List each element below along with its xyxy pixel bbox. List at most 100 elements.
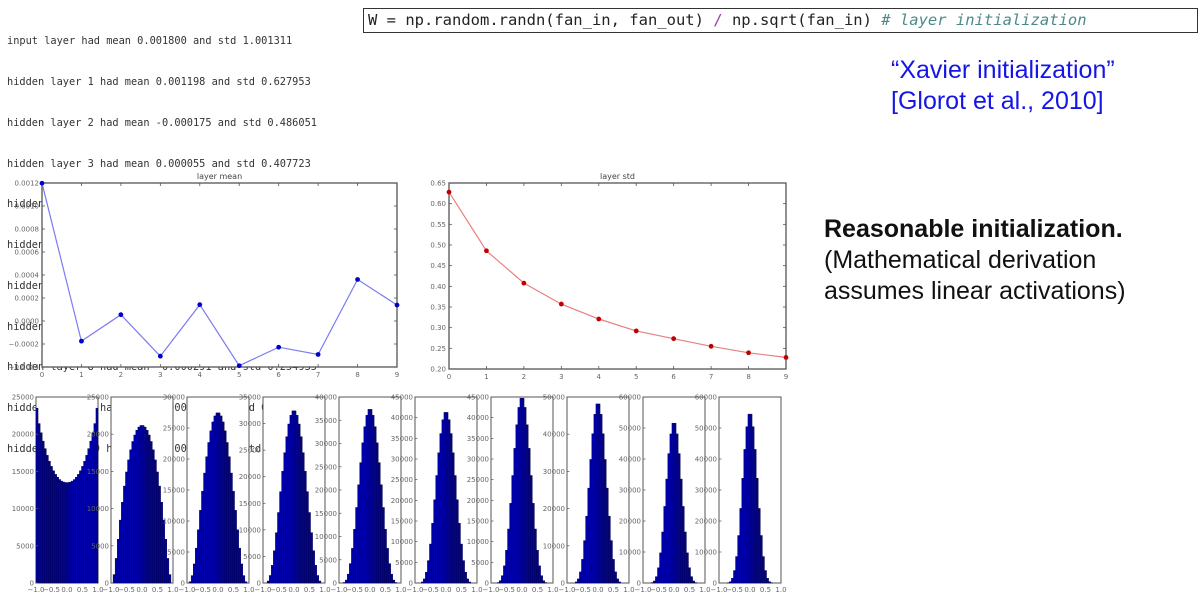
hist-bar [522,398,524,583]
y-tick-label: 15000 [163,487,185,495]
x-tick-label: 0.5 [380,586,391,594]
hist-bar [366,415,368,583]
hist-bar [113,575,115,583]
hist-bar [579,572,581,583]
hist-bar [148,435,150,583]
y-tick-label: 0.0002 [15,295,40,303]
hist-bar [526,425,528,583]
data-point [158,354,163,359]
hist-bar [752,427,754,583]
hist-bar [199,510,201,583]
x-tick-label: 1.0 [243,586,254,594]
hist-bar [465,572,467,583]
hist-bar [423,579,425,583]
data-point [395,303,400,308]
y-tick-label: 30000 [239,420,261,428]
hist-bar [128,460,130,583]
y-tick-label: 25000 [163,425,185,433]
hist-bar [343,582,345,583]
hist-bar [169,575,171,583]
hist-bar [378,463,380,583]
hist-bar [758,508,760,583]
hist-bar [577,579,579,583]
histogram-layer-7: 0500010000150002000025000300003500040000… [467,394,559,595]
x-tick-label: 0 [40,371,44,379]
hist-bar [228,457,230,583]
x-tick-label: 1.0 [471,586,482,594]
hist-bar [610,541,612,583]
data-point [484,248,489,253]
hist-bar [144,427,146,583]
data-point [237,363,242,368]
y-tick-label: 30000 [619,487,641,495]
y-tick-label: 0.0006 [15,249,40,257]
hist-bar [123,486,125,583]
hist-bar [668,454,670,583]
hist-bar [232,491,234,583]
hist-bar [267,581,269,583]
hist-bar [510,503,512,583]
hist-bar [159,486,161,583]
hist-bar [271,565,273,583]
hist-bar [503,566,505,583]
hist-bar [769,582,771,583]
hist-bar [440,434,442,583]
hist-bar [678,454,680,583]
hist-bar [664,506,666,583]
x-tick-label: 9 [784,373,788,381]
hist-bar [387,548,389,583]
data-point [276,345,281,350]
hist-bar [738,536,740,583]
hist-bar [653,581,655,583]
histogram-layer-1: 0500010000150002000025000−1.0−0.50.00.51… [12,394,104,595]
x-tick-label: 0.5 [152,586,163,594]
hist-bar [364,427,366,583]
hist-bar [458,523,460,583]
y-tick-label: 15000 [239,500,261,508]
y-tick-label: 0.35 [430,304,446,312]
y-tick-label: 0.0000 [15,318,40,326]
hist-bar [384,529,386,583]
x-tick-label: 1.0 [395,586,406,594]
hist-bar [438,453,440,583]
hist-bar [351,548,353,583]
hist-bar [195,548,197,583]
plot-title: layer mean [197,172,242,181]
hist-bar [662,532,664,583]
x-tick-label: −0.5 [498,586,515,594]
x-tick-label: 0.0 [668,586,679,594]
hist-bar [448,420,450,583]
x-tick-label: −1.0 [711,586,728,594]
hist-bar [245,582,247,583]
hist-bar [729,582,731,583]
hist-bar [532,503,534,583]
x-tick-label: 0.5 [532,586,543,594]
y-tick-label: 10000 [619,549,641,557]
y-tick-label: 0.65 [430,180,446,188]
hist-bar [467,579,469,583]
hist-bar [606,488,608,583]
hist-bar [680,479,682,583]
hist-bar [119,520,121,583]
x-tick-label: 0.5 [77,586,88,594]
x-tick-label: −0.5 [574,586,591,594]
hist-bar [499,581,501,583]
x-tick-label: 7 [316,371,320,379]
hist-bar [237,530,239,583]
y-tick-label: 20000 [467,497,489,505]
y-tick-label: 10000 [695,549,717,557]
hist-bar [55,474,57,583]
hist-bar [222,422,224,583]
y-tick-label: 10000 [315,533,337,541]
y-tick-label: 40000 [467,414,489,422]
hist-bar [764,571,766,583]
hist-bar [152,450,154,583]
hist-bar [592,434,594,583]
hist-bar [42,441,44,583]
x-tick-label: 2 [522,373,526,381]
x-tick-label: 0.0 [212,586,223,594]
hist-bar [75,477,77,583]
y-tick-label: 30000 [543,468,565,476]
y-tick-label: −0.0002 [9,341,39,349]
hist-bar [380,485,382,583]
